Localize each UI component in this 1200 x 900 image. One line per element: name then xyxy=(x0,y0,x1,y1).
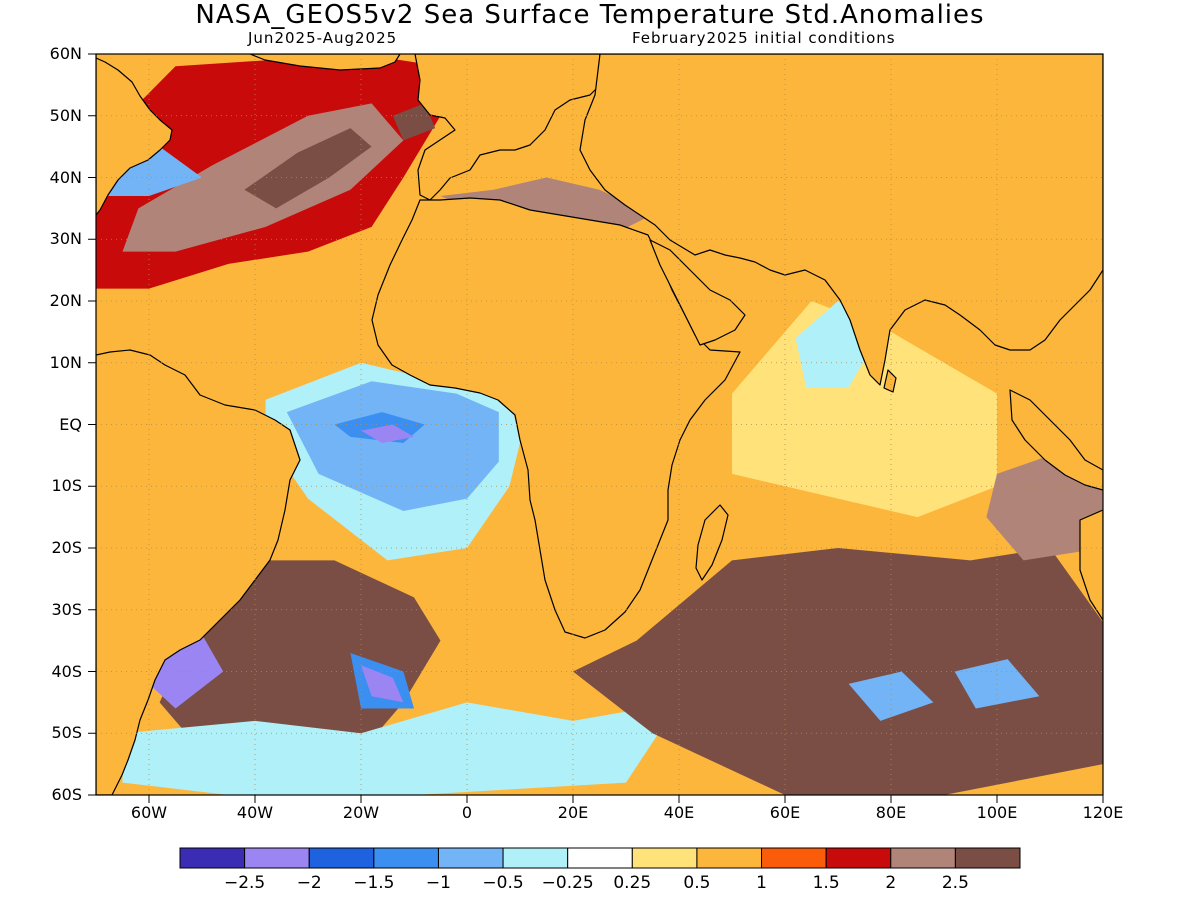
colorbar-label: −0.25 xyxy=(541,873,594,893)
anomaly-patch-indonesia-warm xyxy=(986,455,1103,561)
colorbar-swatch xyxy=(244,847,310,869)
europe-land xyxy=(414,54,601,201)
lon-label: 100E xyxy=(976,803,1018,822)
lon-label: 40E xyxy=(663,803,695,822)
anomaly-patch-tropical-atlantic-cool-2 xyxy=(286,381,499,511)
colorbar-swatch xyxy=(761,847,827,869)
anomaly-patch-indian-ocean-neutral xyxy=(732,301,997,518)
lat-label: 60N xyxy=(49,44,82,63)
colorbar-label: −1 xyxy=(425,873,451,893)
colorbar-swatch xyxy=(308,847,375,869)
lon-label: 40W xyxy=(236,803,274,822)
lat-label: 10S xyxy=(51,476,82,496)
lat-label: 40N xyxy=(49,167,82,187)
anomaly-patch-north-atlantic-peak xyxy=(244,128,372,209)
north-america-land xyxy=(96,54,173,216)
chart-title: NASA_GEOS5v2 Sea Surface Temperature Std… xyxy=(195,0,985,30)
lon-label: 20E xyxy=(557,803,589,822)
colorbar-label: 1.5 xyxy=(812,873,840,893)
colorbar-swatch xyxy=(954,847,1021,869)
lat-label: 30N xyxy=(49,229,82,249)
colorbar-swatch xyxy=(696,847,763,869)
colorbar-label: 2 xyxy=(885,873,897,893)
lat-label: 50S xyxy=(51,723,82,743)
colorbar-swatch xyxy=(631,847,698,869)
colorbar-label: 0.25 xyxy=(613,873,652,893)
lat-label: 50N xyxy=(49,105,82,125)
colorbar-label: −2.5 xyxy=(223,873,266,893)
colorbar-label: 1 xyxy=(756,873,767,893)
anomaly-patch-south-indian-cool-2 xyxy=(954,659,1040,709)
anomaly-patch-tropical-atlantic-peak xyxy=(361,424,414,443)
lat-label: EQ xyxy=(59,414,82,434)
lon-label: 0 xyxy=(461,803,473,822)
colorbar-swatch xyxy=(179,847,246,869)
colorbar-label: −2 xyxy=(296,873,322,893)
anomaly-patch-south-indian-cool xyxy=(848,671,934,721)
lat-label: 30S xyxy=(51,599,82,619)
greenland-land xyxy=(249,54,401,71)
sri-lanka-land xyxy=(883,369,897,393)
colorbar-swatch xyxy=(502,847,569,869)
anomaly-patch-south-indian-warm xyxy=(573,548,1103,795)
colorbar-swatch xyxy=(825,847,892,869)
forecast-period: Jun2025-Aug2025 xyxy=(248,29,398,47)
colorbar-swatch xyxy=(890,847,956,869)
arabia-land xyxy=(649,239,746,346)
anomaly-patch-mediterranean-warm xyxy=(440,177,653,234)
anomaly-patch-north-atlantic-peak-2 xyxy=(392,103,436,141)
madagascar-land xyxy=(695,504,729,581)
initial-conditions: February2025 initial conditions xyxy=(632,29,896,47)
lat-label: 20S xyxy=(51,538,82,557)
colorbar-swatch xyxy=(437,847,504,869)
lat-label: 40S xyxy=(51,661,82,681)
colorbar-label: −1.5 xyxy=(353,873,395,893)
lon-label: 120E xyxy=(1082,803,1124,822)
lat-label: 20N xyxy=(49,291,82,310)
colorbar-swatch xyxy=(373,847,439,869)
africa-land xyxy=(371,197,741,639)
lon-label: 60E xyxy=(769,803,801,822)
colorbar-label: 2.5 xyxy=(941,873,969,893)
lon-label: 60W xyxy=(130,803,168,822)
lat-label: 60S xyxy=(51,785,82,804)
indonesia-land xyxy=(1009,389,1103,491)
lon-label: 80E xyxy=(875,803,907,822)
anomaly-patch-south-atlantic-peak xyxy=(361,665,404,703)
south-america-land xyxy=(96,349,301,795)
lat-label: 10N xyxy=(49,352,82,372)
lon-label: 20W xyxy=(342,803,380,822)
colorbar-label: 0.5 xyxy=(683,873,711,893)
asia-land xyxy=(579,54,1103,386)
colorbar-label: −0.5 xyxy=(482,873,524,893)
colorbar-swatch xyxy=(567,847,633,869)
anomaly-patch-southern-ocean-cool xyxy=(122,702,679,795)
